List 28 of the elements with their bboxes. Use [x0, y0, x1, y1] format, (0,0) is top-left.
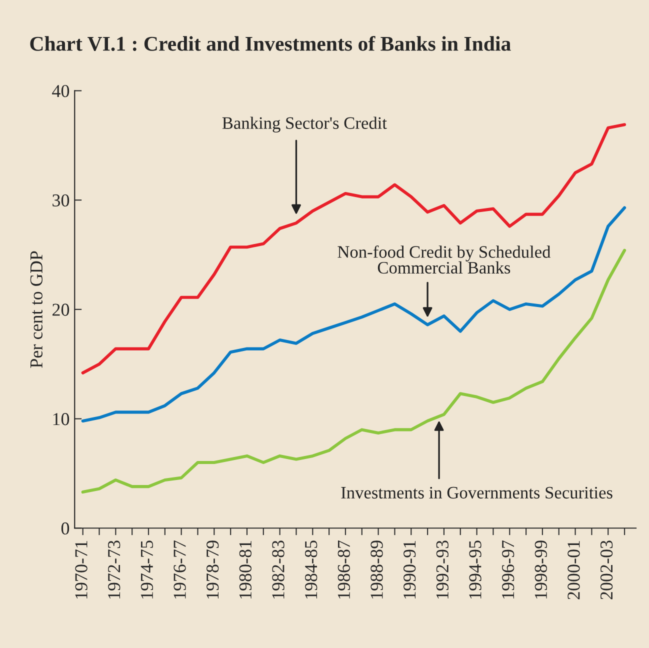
- x-tick-label: 1974-75: [140, 540, 154, 599]
- x-tick-label: 1978-79: [206, 540, 219, 599]
- x-tick-label: 1984-85: [304, 540, 318, 599]
- x-tick-label: 1976-77: [174, 540, 186, 599]
- annotation: Investments in Governments Securities: [341, 486, 612, 499]
- y-tick-label: 40: [52, 84, 70, 98]
- y-tick-label: 10: [53, 413, 70, 426]
- chart-title: Chart VI.1 : Credit and Investments of Banks in India: [30, 36, 511, 51]
- x-tick-label: 1982-83: [272, 540, 284, 599]
- x-tick-label: 1980-81: [239, 541, 252, 599]
- x-tick-label: 2002-03: [600, 540, 613, 600]
- x-tick-label: 2000-01: [568, 541, 580, 600]
- line-series: [81, 206, 626, 422]
- x-tick-label: 1988-89: [370, 540, 383, 599]
- x-tick-label: 1996-97: [502, 540, 514, 599]
- x-tick-label: 1998-99: [534, 540, 547, 599]
- y-tick-label: 0: [61, 522, 70, 535]
- x-tick-label: 1986-87: [338, 540, 350, 599]
- x-tick-label: 1994-95: [469, 540, 482, 599]
- y-tick-label: 20: [52, 304, 70, 316]
- annotation: Banking Sector's Credit: [222, 116, 387, 133]
- y-axis-title: Per cent to GDP: [30, 251, 42, 368]
- annotation: Non-food Credit by Scheduled Commercial Banks: [338, 245, 551, 274]
- x-tick-label: 1990-91: [403, 541, 416, 599]
- x-tick-label: 1992-93: [436, 540, 448, 599]
- x-tick-label: 1972-73: [108, 540, 120, 599]
- x-tick-label: 1970-71: [75, 541, 88, 599]
- y-tick-label: 30: [52, 194, 70, 207]
